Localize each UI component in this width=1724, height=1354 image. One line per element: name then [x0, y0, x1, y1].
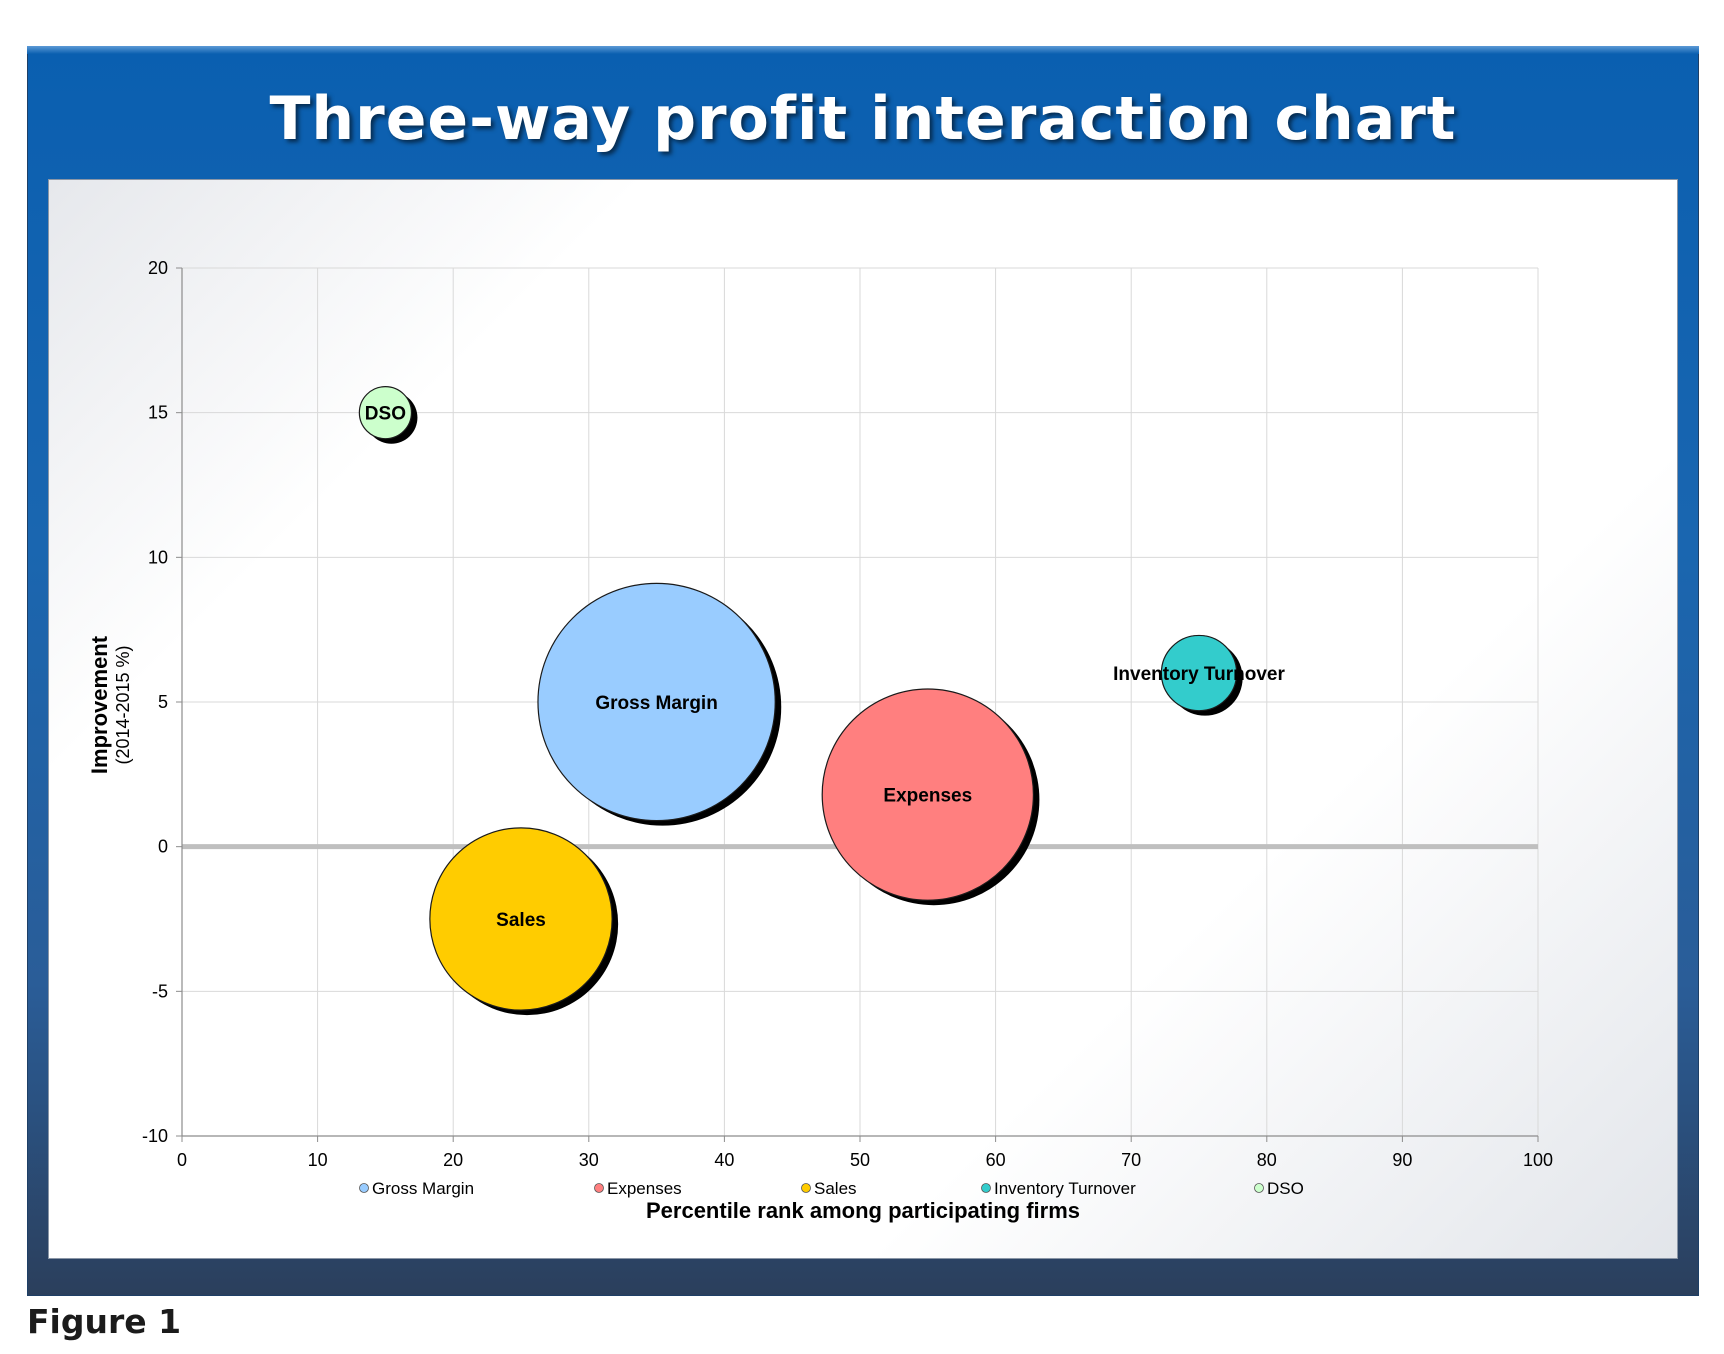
x-axis-title: Percentile rank among participating firm…: [646, 1198, 1080, 1223]
legend-marker: [801, 1183, 811, 1193]
x-tick-label: 60: [986, 1150, 1006, 1170]
legend-entry: Inventory Turnover: [994, 1179, 1136, 1198]
bubble-gross-margin: [537, 582, 776, 822]
y-tick-label: -10: [142, 1126, 168, 1146]
y-tick-label: -5: [152, 981, 168, 1001]
legend-marker: [1254, 1183, 1264, 1193]
x-tick-label: 30: [579, 1150, 599, 1170]
y-tick-label: 15: [148, 403, 168, 423]
x-tick-label: 80: [1257, 1150, 1277, 1170]
bubble-label: Inventory Turnover: [1113, 664, 1285, 685]
x-tick-label: 70: [1121, 1150, 1141, 1170]
figure-caption: Figure 1: [27, 1302, 182, 1341]
x-tick-label: 20: [443, 1150, 463, 1170]
x-tick-label: 0: [177, 1150, 187, 1170]
x-tick-label: 50: [850, 1150, 870, 1170]
bubble-inventory-turnover: [1160, 634, 1238, 712]
y-tick-label: 5: [158, 692, 168, 712]
legend-marker: [359, 1183, 369, 1193]
y-axis-subtitle: (2014-2015 %): [113, 645, 133, 764]
y-tick-label: 20: [148, 258, 168, 278]
x-tick-label: 100: [1523, 1150, 1553, 1170]
y-tick-label: 0: [158, 837, 168, 857]
x-tick-label: 90: [1392, 1150, 1412, 1170]
bubble-label: Gross Margin: [595, 693, 717, 714]
frame-top-edge: [27, 46, 1699, 54]
chart-frame: Three-way profit interaction chart -10 -5…: [27, 46, 1699, 1296]
bubble-sales: [429, 827, 613, 1011]
x-tick-label: 40: [714, 1150, 734, 1170]
y-axis-title-group: Improvement (2014-2015 %): [87, 635, 133, 774]
legend-entry: Gross Margin: [372, 1179, 474, 1198]
legend-marker: [594, 1183, 604, 1193]
bubble-chart: -10 -5 0 5 10 15 20 0 10 20 30 40 50 60 70 80 90 100 Perce…: [87, 258, 1553, 1223]
chart-panel: -10 -5 0 5 10 15 20 0 10 20 30 40 50 60 70 80 90 100 Perce…: [49, 180, 1677, 1258]
legend-entry: DSO: [1267, 1179, 1304, 1198]
x-tick-label: 10: [308, 1150, 328, 1170]
legend-entry: Sales: [814, 1179, 857, 1198]
bubble-label: Expenses: [883, 786, 972, 807]
bubble-dso: [358, 386, 413, 440]
y-axis-title: Improvement: [87, 635, 112, 774]
chart-title: Three-way profit interaction chart: [269, 84, 1457, 154]
legend-marker: [981, 1183, 991, 1193]
bubble-label: Sales: [496, 910, 546, 931]
legend-entry: Expenses: [607, 1179, 682, 1198]
bubble-label: DSO: [365, 404, 406, 425]
y-tick-label: 10: [148, 547, 168, 567]
bubble-expenses: [821, 688, 1035, 901]
